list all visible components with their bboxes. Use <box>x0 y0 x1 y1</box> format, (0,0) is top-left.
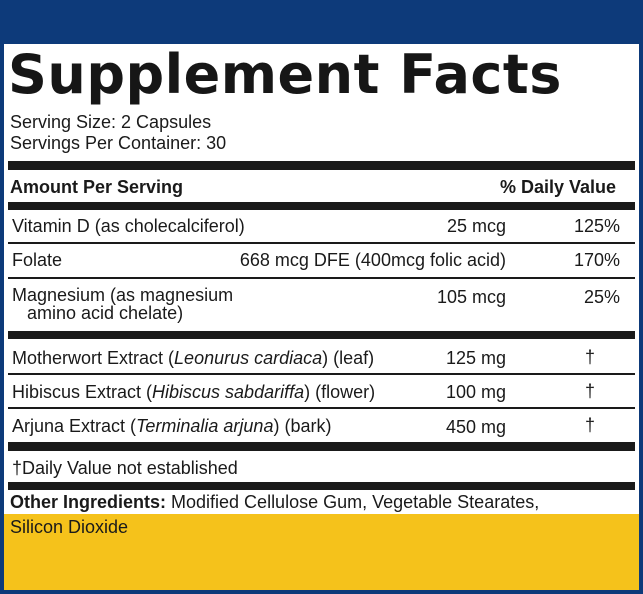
latin-name: Leonurus cardiaca <box>174 348 323 368</box>
extract-name: Motherwort Extract (Leonurus cardiaca) (… <box>12 348 375 368</box>
section-divider <box>8 331 635 339</box>
nutrient-name-line1: Magnesium (as magnesium <box>12 285 234 305</box>
top-blue-band <box>0 0 643 44</box>
nutrient-name: Folate <box>12 250 63 270</box>
other-ingredients-line2: Silicon Dioxide <box>10 517 129 537</box>
nutrient-amount: 668 mcg DFE (400mcg folic acid) <box>239 250 506 270</box>
row-divider <box>8 242 635 244</box>
other-ingredients: Other Ingredients: Modified Cellulose Gu… <box>10 492 540 512</box>
header-divider <box>8 202 635 210</box>
thick-divider <box>8 442 635 451</box>
dagger-marker: † <box>584 347 595 367</box>
nutrient-dv: 170% <box>573 250 620 270</box>
row-divider <box>8 277 635 279</box>
extract-amount: 450 mg <box>445 417 506 437</box>
thick-divider <box>8 161 635 170</box>
servings-per-container: Servings Per Container: 30 <box>10 133 227 153</box>
daily-value-header: % Daily Value <box>500 177 617 197</box>
dagger-marker: † <box>584 415 595 435</box>
section-divider <box>8 482 635 490</box>
dagger-marker: † <box>584 381 595 401</box>
footnote: †Daily Value not established <box>12 458 238 478</box>
nutrient-amount: 105 mcg <box>436 287 506 307</box>
extract-amount: 100 mg <box>445 382 506 402</box>
serving-size: Serving Size: 2 Capsules <box>10 112 212 132</box>
nutrient-dv: 25% <box>583 287 620 307</box>
extract-name: Hibiscus Extract (Hibiscus sabdariffa) (… <box>12 382 376 402</box>
latin-name: Terminalia arjuna <box>136 416 274 436</box>
nutrient-name: Vitamin D (as cholecalciferol) <box>12 216 245 236</box>
row-divider <box>8 373 635 375</box>
amount-per-serving-header: Amount Per Serving <box>10 177 184 197</box>
latin-name: Hibiscus sabdariffa <box>152 382 305 402</box>
nutrient-amount: 25 mcg <box>446 216 506 236</box>
other-ingredients-label: Other Ingredients: <box>10 492 167 512</box>
page-title: Supplement Facts <box>8 43 562 106</box>
bottom-yellow-band <box>4 514 639 590</box>
extract-amount: 125 mg <box>445 348 506 368</box>
row-divider <box>8 407 635 409</box>
label-panel <box>4 44 639 590</box>
extract-name: Arjuna Extract (Terminalia arjuna) (bark… <box>12 416 332 436</box>
nutrient-name-line2: amino acid chelate) <box>27 303 184 323</box>
nutrient-dv: 125% <box>573 216 620 236</box>
